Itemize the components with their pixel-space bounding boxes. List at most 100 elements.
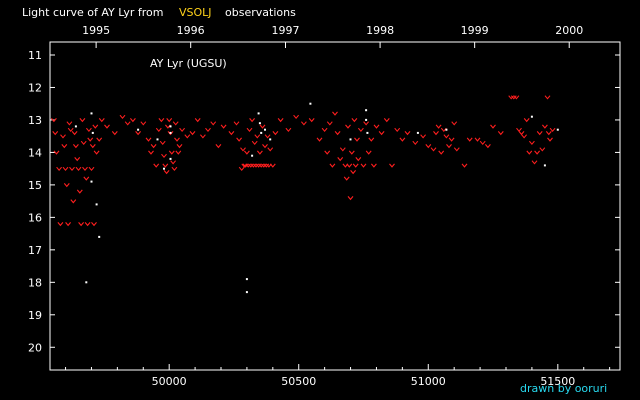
observation-point [159, 140, 166, 146]
observation-point [466, 137, 473, 142]
observation-point [438, 150, 445, 155]
observation-point [267, 147, 274, 152]
observation-point [360, 163, 367, 168]
observation-point [243, 150, 250, 155]
observation-point [220, 124, 227, 129]
observation-point [251, 140, 258, 146]
observation-point [490, 124, 496, 129]
observation-point [184, 134, 191, 139]
observation-point [199, 134, 206, 139]
observation-point [171, 166, 178, 172]
y-tick-label: 20 [28, 341, 42, 354]
observation-point [479, 140, 486, 146]
observation-point [326, 121, 333, 126]
observation-point [399, 137, 406, 142]
fainter-than-point [169, 157, 172, 160]
observation-point [461, 163, 468, 168]
observation-point [332, 111, 338, 116]
fainter-than-point [543, 164, 546, 167]
fainter-than-point [245, 291, 248, 294]
x-tick-label: 51000 [411, 375, 446, 388]
observation-point [205, 127, 211, 133]
observation-point [145, 137, 152, 142]
y-tick-label: 12 [28, 81, 42, 94]
observation-point [497, 131, 504, 136]
observation-point [76, 189, 83, 194]
observation-point [378, 131, 385, 136]
fainter-than-point [556, 128, 559, 131]
observation-point [334, 131, 341, 136]
observation-point [308, 118, 315, 123]
observation-point [260, 163, 267, 168]
observation-point [85, 127, 92, 133]
observation-point [93, 150, 100, 155]
observation-point [240, 147, 246, 152]
observation-point [249, 118, 256, 123]
observation-point [69, 166, 75, 172]
observation-point [365, 150, 372, 155]
observation-point [52, 131, 59, 136]
observation-point [350, 170, 357, 175]
observation-point [174, 137, 180, 142]
observation-point [67, 127, 74, 133]
observation-point [82, 166, 88, 172]
observation-point [516, 127, 522, 133]
observation-point [531, 160, 538, 165]
observation-point [354, 137, 360, 142]
observation-point [172, 121, 179, 126]
fainter-than-point [257, 112, 260, 115]
observation-point [363, 121, 370, 126]
fainter-than-point [90, 180, 93, 183]
fainter-than-point [163, 167, 165, 170]
observation-point [104, 124, 110, 129]
observation-point [293, 114, 300, 120]
observation-point [89, 144, 96, 149]
fainter-than-point [169, 131, 172, 134]
observation-point [435, 124, 442, 129]
observation-point [264, 134, 271, 139]
observation-point [236, 137, 243, 142]
observation-point [98, 118, 105, 123]
observation-point [96, 137, 103, 142]
fainter-than-point [90, 112, 93, 115]
title-suffix: observations [225, 6, 296, 19]
observation-point [285, 127, 292, 133]
observation-point [256, 150, 263, 155]
observation-point [518, 131, 525, 136]
star-annotation: AY Lyr (UGSU) [150, 57, 227, 70]
x-tick-label: 50500 [281, 375, 316, 388]
observation-point [246, 127, 253, 133]
top-year-axis: 1995 1996 1997 1998 1999 2000 [82, 24, 583, 48]
observation-point [158, 118, 165, 123]
observation-marks [50, 95, 556, 227]
x-tick-label: 50000 [152, 375, 187, 388]
observation-point [412, 140, 419, 146]
observation-point [404, 131, 411, 136]
observation-point [163, 170, 170, 175]
observation-point [368, 137, 375, 142]
observation-point [521, 134, 528, 139]
observation-point [70, 199, 77, 204]
observation-point [74, 157, 81, 162]
observation-point [513, 95, 520, 100]
observation-point [300, 121, 307, 126]
observation-point [66, 121, 73, 126]
observation-point [233, 121, 240, 126]
observation-point [56, 166, 63, 172]
observation-point [129, 118, 136, 123]
y-tick-label: 11 [28, 49, 42, 62]
observation-point [50, 118, 57, 123]
observation-point [394, 127, 401, 133]
observation-point [253, 163, 259, 168]
observation-point [357, 127, 364, 133]
observation-point [448, 137, 455, 142]
fainter-than-point [156, 138, 159, 141]
observation-point [389, 163, 395, 168]
observation-point [355, 157, 362, 162]
observation-point [87, 137, 94, 142]
fainter-than-point [365, 118, 368, 121]
fainter-than-point [258, 122, 261, 125]
observation-point [140, 121, 147, 126]
fainter-than-point [365, 109, 368, 112]
